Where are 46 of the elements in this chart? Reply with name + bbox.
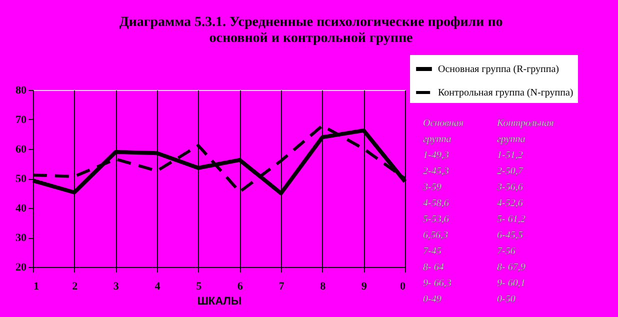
- text: Диаграмма 5.3.1. Усредненные психологические профили по: [119, 15, 503, 30]
- x-tick-label: 4: [154, 280, 161, 292]
- text: Основная: [423, 118, 464, 129]
- x-tick-label: 1: [34, 280, 39, 292]
- text: 7-56: [497, 246, 516, 257]
- text: группа: [423, 134, 452, 145]
- text: 6-45,5: [497, 230, 523, 241]
- text: 7-45: [423, 246, 442, 257]
- text: 6,56,3: [423, 230, 448, 241]
- text: Контрольная: [496, 118, 554, 129]
- text: 1-49,3: [423, 150, 449, 161]
- text: 3-59: [422, 182, 442, 193]
- y-tick-label: 70: [16, 114, 27, 126]
- legend-label: Основная группа (R-группа): [438, 64, 560, 75]
- y-tick-label: 40: [16, 202, 27, 214]
- text: 5-53,6: [423, 214, 449, 225]
- text: 4-52,6: [497, 198, 523, 209]
- text: 0-49: [423, 294, 442, 305]
- text: 9- 60,1: [497, 278, 526, 289]
- x-tick-label: 5: [196, 280, 202, 292]
- text: основной и контрольной группе: [209, 31, 413, 46]
- x-tick-label: 0: [400, 280, 406, 292]
- text: 1-51,2: [497, 150, 523, 161]
- text: 3-56,6: [496, 182, 523, 193]
- y-tick-label: 30: [16, 232, 27, 244]
- y-tick-label: 60: [16, 144, 27, 156]
- x-axis-title: ШКАЛЫ: [197, 296, 242, 308]
- text: 9- 66,3: [423, 278, 452, 289]
- text: 8- 64: [423, 262, 444, 273]
- text: 5- 61,2: [497, 214, 526, 225]
- text: группа: [497, 134, 526, 145]
- x-tick-label: 7: [278, 280, 285, 292]
- y-tick-label: 80: [16, 84, 27, 96]
- x-tick-label: 6: [237, 280, 244, 292]
- text: 2-50,7: [497, 166, 524, 177]
- x-tick-label: 2: [72, 280, 78, 292]
- text: 2-45,3: [423, 166, 449, 177]
- text: 8- 67,9: [497, 262, 526, 273]
- text: 0-50: [497, 294, 516, 305]
- y-tick-label: 20: [16, 262, 27, 274]
- x-tick-label: 3: [113, 280, 120, 292]
- legend-label: Контрольная группа (N-группа): [438, 88, 574, 98]
- x-tick-label: 9: [361, 280, 368, 292]
- x-tick-label: 8: [320, 280, 326, 292]
- text: 4-58,6: [423, 198, 449, 209]
- y-tick-label: 50: [16, 173, 27, 185]
